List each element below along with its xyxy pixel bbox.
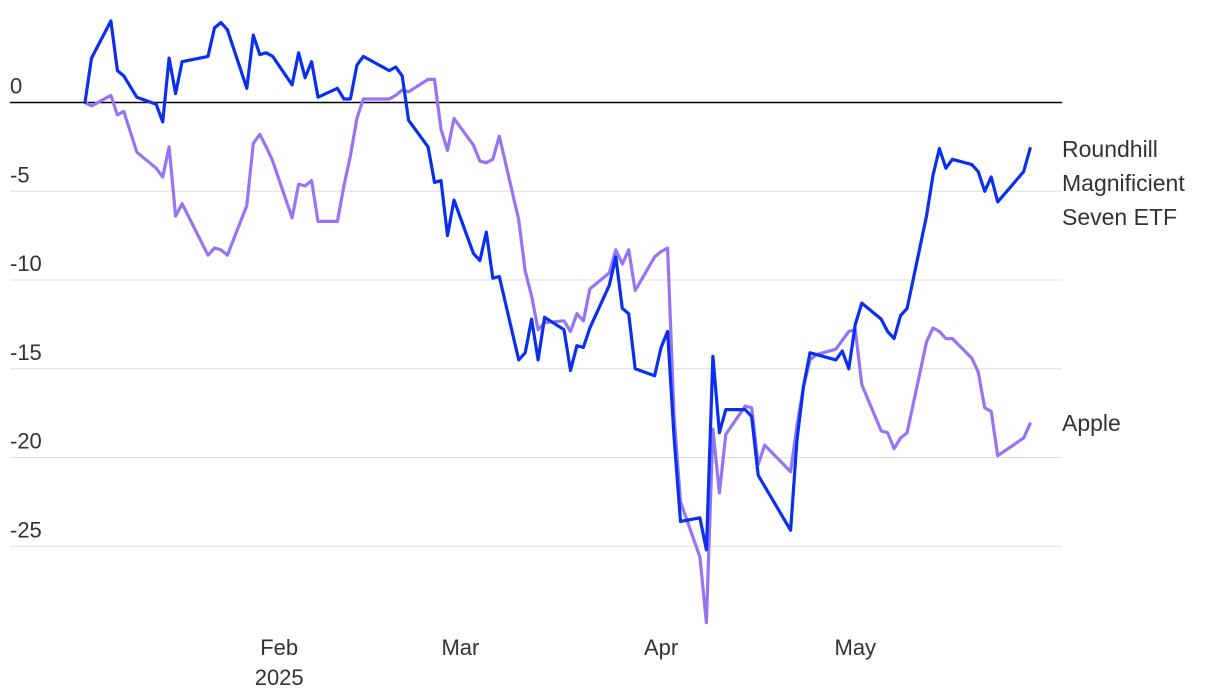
series-labels: Roundhill Magnificient Seven ETF Apple (1062, 136, 1185, 436)
series-lines (83, 19, 1032, 625)
y-tick-label: -15 (10, 340, 42, 365)
y-axis-tick-labels: 0 -5 -10 -15 -20 -25 (10, 74, 42, 543)
y-tick-label: -25 (10, 517, 42, 542)
series-label-line: Seven ETF (1062, 204, 1177, 230)
x-tick-label: Apr (644, 635, 678, 660)
x-tick-label: Feb (260, 635, 298, 660)
series-label-line: Apple (1062, 410, 1121, 436)
x-tick-label: Mar (441, 635, 479, 660)
x-tick-label: May (835, 635, 877, 660)
series-label-line: Roundhill (1062, 136, 1158, 162)
x-axis-tick-labels: Feb 2025 Mar Apr May (255, 635, 876, 690)
series-line-roundhill-etf (83, 19, 1032, 552)
y-tick-label: -10 (10, 251, 42, 276)
y-tick-label: -20 (10, 429, 42, 454)
series-line-apple (83, 77, 1032, 625)
y-tick-label: -5 (10, 162, 30, 187)
series-label-line: Magnificient (1062, 170, 1185, 196)
y-tick-label: 0 (10, 74, 22, 99)
gridlines (10, 101, 1062, 547)
x-tick-year-label: 2025 (255, 665, 304, 690)
